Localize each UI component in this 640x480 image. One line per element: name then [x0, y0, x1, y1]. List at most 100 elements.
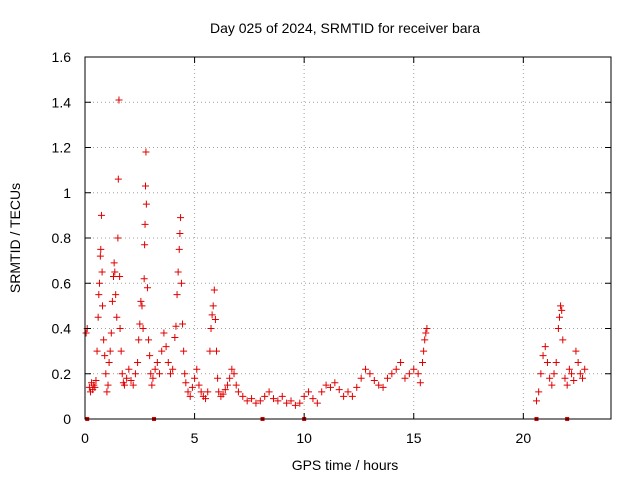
data-point — [554, 325, 562, 332]
data-point — [184, 388, 192, 396]
data-point — [104, 381, 112, 389]
data-point — [108, 297, 116, 305]
data-point — [208, 311, 216, 319]
data-point — [207, 325, 215, 332]
data-point — [206, 347, 214, 355]
data-point — [118, 370, 126, 378]
data-point — [140, 275, 148, 283]
data-point — [261, 392, 269, 400]
data-point — [574, 358, 582, 366]
data-point — [103, 388, 111, 396]
data-point — [537, 370, 545, 378]
data-point — [561, 374, 569, 382]
data-point — [215, 388, 223, 396]
data-point — [552, 358, 560, 366]
data-point — [305, 388, 313, 396]
data-point — [136, 320, 144, 328]
data-point — [111, 268, 119, 276]
data-points — [82, 96, 589, 421]
data-point — [145, 336, 153, 344]
data-point — [120, 381, 128, 389]
data-point — [188, 383, 196, 391]
data-point — [570, 377, 578, 385]
data-point — [211, 315, 219, 323]
data-point — [143, 284, 151, 292]
data-point — [125, 365, 133, 373]
data-point — [109, 272, 117, 280]
data-point — [186, 392, 194, 400]
data-point — [419, 358, 427, 366]
data-point — [197, 388, 205, 396]
data-point — [177, 279, 185, 287]
data-point — [265, 388, 273, 396]
data-point — [546, 374, 554, 382]
y-tick-label: 0 — [63, 411, 71, 427]
data-point — [112, 291, 120, 299]
data-point — [331, 379, 339, 387]
data-point — [171, 334, 179, 342]
data-point — [97, 211, 105, 219]
data-point — [156, 370, 164, 378]
data-point — [416, 379, 424, 387]
data-point — [172, 322, 180, 330]
grid-lines — [85, 57, 611, 419]
data-point — [169, 365, 177, 373]
data-point — [230, 370, 238, 378]
data-point — [405, 370, 413, 378]
x-tick-label: 5 — [191, 430, 199, 446]
data-point — [548, 381, 556, 389]
data-point — [248, 395, 256, 403]
x-tick-label: 0 — [81, 430, 89, 446]
data-point — [146, 352, 154, 360]
data-point — [414, 370, 422, 378]
data-point — [214, 374, 222, 382]
data-point — [204, 388, 212, 396]
data-point — [313, 399, 321, 407]
data-point — [137, 297, 145, 305]
data-point — [142, 200, 150, 208]
data-point — [309, 395, 317, 403]
data-point — [97, 245, 105, 253]
data-point — [555, 313, 563, 321]
data-point — [191, 374, 199, 382]
data-point — [558, 306, 566, 314]
data-point — [180, 347, 188, 355]
y-tick-label: 1.2 — [52, 140, 72, 156]
data-point — [210, 286, 218, 294]
x-tick-label: 15 — [406, 430, 422, 446]
y-tick-label: 0.4 — [52, 321, 72, 337]
data-point — [421, 336, 429, 344]
data-point — [340, 392, 348, 400]
y-tick-label: 0.2 — [52, 366, 72, 382]
data-point — [142, 148, 150, 156]
y-tick-label: 1.6 — [52, 49, 72, 65]
data-point — [162, 343, 170, 351]
data-point — [557, 302, 565, 310]
data-point — [383, 374, 391, 382]
data-point — [296, 399, 304, 407]
data-point — [234, 388, 242, 396]
data-point — [135, 336, 143, 344]
data-point — [362, 365, 370, 373]
data-point — [102, 370, 110, 378]
data-point — [326, 383, 334, 391]
data-point — [219, 390, 227, 398]
data-point — [202, 395, 210, 403]
data-point — [96, 252, 104, 260]
data-point — [392, 365, 400, 373]
data-point — [209, 302, 217, 310]
data-point — [563, 381, 571, 389]
data-point — [94, 313, 102, 321]
data-point — [141, 241, 149, 249]
data-point — [287, 397, 295, 405]
plot-frame — [84, 56, 612, 420]
data-point — [116, 325, 124, 332]
data-point — [423, 325, 431, 332]
data-point — [541, 343, 549, 351]
tick-labels: 0 5 10 15 20 0 0.2 0.4 0.6 0.8 1 1.2 1.4 1.6 — [52, 49, 532, 446]
data-point — [141, 220, 149, 228]
data-point — [173, 291, 181, 299]
x-tick-label: 20 — [516, 430, 532, 446]
data-point — [239, 392, 247, 400]
